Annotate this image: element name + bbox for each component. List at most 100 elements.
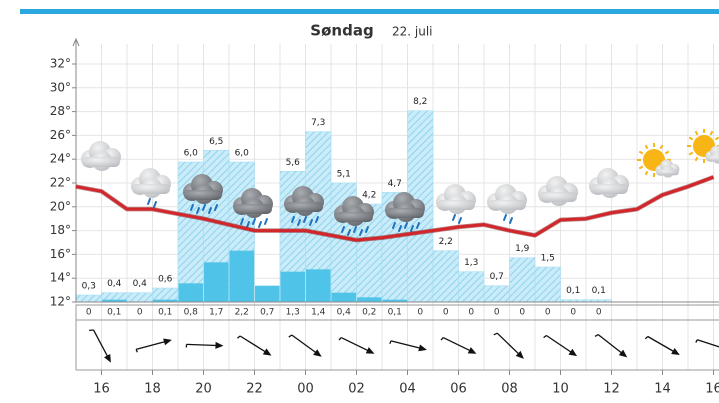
wind-head <box>365 347 375 354</box>
precip-value: 0,1 <box>107 308 121 318</box>
x-tick-label: 02 <box>348 382 365 397</box>
y-tick-label: 12° <box>50 295 71 309</box>
precip-bar <box>357 297 382 302</box>
cloud-base <box>706 155 719 162</box>
weather-symbol <box>637 143 680 178</box>
precip-max-label: 2,2 <box>439 237 453 247</box>
wind-head <box>215 341 224 349</box>
rain-drop <box>392 222 396 229</box>
precip-max-label: 1,5 <box>541 254 555 264</box>
wind-shaft <box>647 335 678 355</box>
wind-shaft <box>340 336 373 354</box>
x-tick-label: 08 <box>501 382 518 397</box>
wind-head <box>313 349 322 357</box>
rain-drop <box>258 221 262 228</box>
wind-arrow <box>185 341 224 349</box>
sun-ray <box>644 144 649 150</box>
y-tick-label: 28° <box>50 104 71 118</box>
precip-value: 1,4 <box>311 308 326 318</box>
rain-drop <box>214 204 218 211</box>
cloud-base <box>285 202 323 212</box>
rain-drop <box>252 218 256 225</box>
wind-tail <box>543 334 547 339</box>
cloud-base <box>234 204 272 214</box>
wind-shaft <box>442 336 475 354</box>
wind-arrow <box>237 335 272 356</box>
x-tick-label: 16 <box>93 382 110 397</box>
sun-ray <box>688 136 694 141</box>
precip-max-label: 0,4 <box>133 279 148 289</box>
precip-max-label: 8,2 <box>413 97 427 107</box>
wind-shaft <box>697 339 719 348</box>
rain-drop <box>190 204 194 211</box>
rain-drop <box>509 217 513 224</box>
wind-tail <box>644 336 649 340</box>
wind-arrow <box>89 329 111 363</box>
precip-value: 2,2 <box>235 308 249 318</box>
x-tick-label: 14 <box>654 382 671 397</box>
wind-arrow <box>543 334 578 357</box>
sun-ray <box>694 130 699 136</box>
wind-shaft <box>597 334 626 356</box>
precip-max-bar <box>75 294 102 303</box>
precip-bar <box>382 299 407 302</box>
wind-arrow <box>135 338 172 353</box>
rain-drop <box>309 219 313 226</box>
sun-ray <box>688 151 694 156</box>
wind-tail <box>237 335 241 339</box>
rain-drop <box>452 214 456 221</box>
precip-value: 0,8 <box>184 308 199 318</box>
chart-title: Søndag <box>310 22 373 40</box>
x-tick-label: 04 <box>399 382 416 397</box>
precip-max-label: 0,3 <box>82 282 96 292</box>
wind-shaft <box>239 335 270 355</box>
rain-drop <box>416 222 420 229</box>
weather-symbol <box>538 176 578 206</box>
rain-drop <box>347 229 351 236</box>
temperature-line <box>75 175 715 242</box>
precip-max-label: 0,1 <box>566 286 580 296</box>
precip-bar <box>331 292 356 302</box>
wind-head <box>568 348 578 357</box>
rain-drop <box>208 207 212 214</box>
rain-drop <box>240 218 244 225</box>
rain-drop <box>398 225 402 232</box>
wind-arrow <box>594 333 628 358</box>
precip-max-label: 1,9 <box>515 244 530 254</box>
rain-drop <box>359 229 363 236</box>
cloud-base <box>539 192 577 202</box>
precip-bar <box>229 250 254 302</box>
precip-max-label: 0,6 <box>158 275 173 285</box>
precip-value: 0 <box>417 308 423 318</box>
foreground: 12° 14° 16° 18° 20° 22° 24° 26° 28° 30° 32° 0,3 0,4 0… <box>50 37 719 397</box>
rain-drop <box>291 216 295 223</box>
y-tick-label: 22° <box>50 176 71 190</box>
sun-ray <box>638 150 644 155</box>
top-bar <box>20 9 719 14</box>
precip-bar <box>255 285 280 302</box>
precip-value: 1,3 <box>286 308 300 318</box>
rain-drop <box>410 225 414 232</box>
weather-symbol <box>284 186 324 226</box>
wind-arrow <box>288 334 322 357</box>
weather-symbol <box>589 168 629 198</box>
wind-head <box>467 347 477 354</box>
precip-max-label: 5,1 <box>337 170 351 180</box>
precip-value: 0 <box>519 308 525 318</box>
precip-max-label: 6,0 <box>235 149 250 159</box>
precip-max-label: 0,1 <box>592 286 606 296</box>
precip-value: 0,7 <box>260 308 274 318</box>
weather-symbol <box>233 188 273 228</box>
sun-ray <box>644 170 649 176</box>
y-tick-label: 32° <box>50 57 71 71</box>
precip-value: 0 <box>596 308 602 318</box>
wind-tail <box>338 337 342 341</box>
precip-value: 0 <box>137 308 143 318</box>
cloud-base <box>335 212 373 222</box>
wind-shaft <box>135 339 170 351</box>
rain-drop <box>196 207 200 214</box>
precip-value: 0 <box>443 308 449 318</box>
precip-bar <box>280 271 305 302</box>
rain-drop <box>365 226 369 233</box>
